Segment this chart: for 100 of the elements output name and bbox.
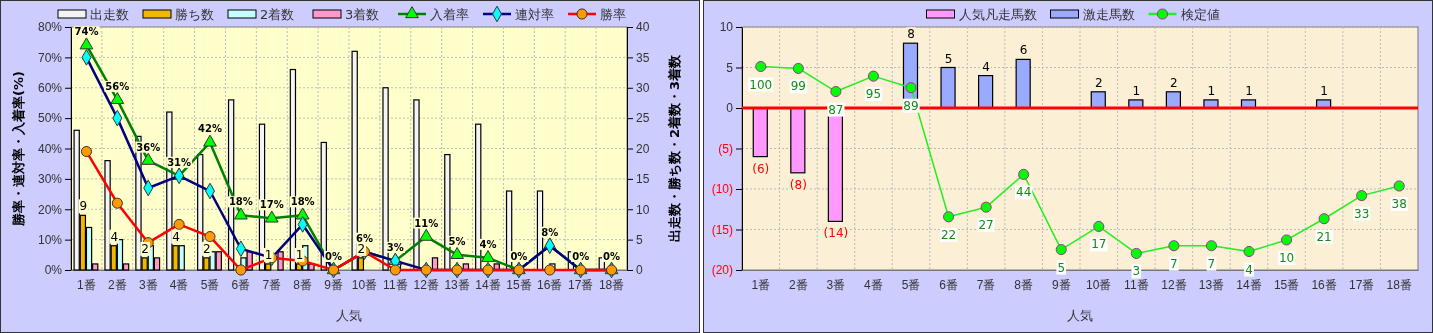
data-label: 5%: [448, 235, 466, 247]
data-label: 1: [1245, 83, 1253, 98]
x-tick-label: 11番: [1124, 277, 1149, 292]
y2-tick-label: 35: [636, 50, 650, 65]
data-label: 38: [1391, 196, 1407, 211]
x-tick-label: 9番: [1051, 277, 1071, 292]
x-tick-label: 1番: [77, 277, 96, 292]
data-label: 1: [1132, 83, 1141, 98]
y-tick-label: 70%: [37, 50, 63, 65]
y-tick-label: 20%: [37, 202, 63, 217]
data-label: 36%: [136, 141, 161, 153]
y2-tick-label: 0: [636, 263, 643, 278]
x-tick-label: 5番: [901, 277, 921, 292]
data-label: 2: [1094, 75, 1103, 90]
data-label: 42%: [198, 123, 222, 135]
y-tick-label: (20): [711, 263, 733, 278]
y-tick-label: 30%: [37, 172, 63, 187]
data-label: 4: [1245, 262, 1253, 277]
data-label: 95: [865, 87, 882, 102]
x-tick-label: 4番: [864, 277, 883, 292]
y-tick-label: 5: [726, 60, 734, 75]
data-label: 10: [1278, 250, 1295, 265]
y-tick-label: 10%: [37, 232, 63, 247]
y2-axis-title: 出走数・勝ち数・2着数・3着数: [667, 53, 682, 243]
x-tick-label: 7番: [262, 277, 282, 292]
x-tick-label: 1番: [751, 277, 771, 292]
data-label: 99: [790, 79, 806, 94]
x-tick-label: 17番: [1348, 277, 1375, 292]
legend-label: 連対率: [515, 7, 554, 22]
y-tick-label: (5): [718, 141, 733, 156]
legend-label: 出走数: [90, 7, 129, 22]
x-tick-label: 2番: [107, 277, 127, 292]
x-tick-label: 15番: [506, 277, 532, 292]
y-tick-label: 0: [726, 101, 734, 116]
data-label: 3: [1132, 264, 1141, 279]
x-tick-label: 2番: [788, 277, 808, 292]
x-tick-label: 17番: [567, 277, 594, 292]
y-tick-label: (15): [711, 222, 733, 237]
data-label: 17%: [259, 199, 284, 211]
y-tick-label: 40%: [37, 141, 63, 156]
x-tick-label: 18番: [1386, 277, 1412, 292]
x-tick-label: 14番: [475, 277, 501, 292]
x-tick-label: 16番: [537, 277, 563, 292]
y-tick-label: 80%: [37, 20, 63, 35]
x-tick-label: 15番: [1273, 277, 1300, 292]
data-label: (6): [752, 161, 770, 176]
data-label: 100: [749, 77, 773, 92]
data-label: 5: [944, 51, 953, 66]
x-tick-label: 10番: [1086, 277, 1112, 292]
legend-label: 人気凡走馬数: [958, 7, 1037, 22]
data-label: 6: [1019, 43, 1028, 58]
data-label: 4: [172, 229, 180, 244]
x-tick-label: 12番: [413, 277, 439, 292]
data-label: 18%: [228, 196, 253, 208]
data-label: 11%: [414, 217, 439, 229]
x-tick-label: 6番: [939, 277, 958, 292]
y-tick-label: (10): [711, 182, 733, 197]
x-tick-label: 10番: [351, 277, 378, 292]
data-label: 0%: [510, 251, 528, 262]
legend-label: 3着数: [345, 7, 380, 22]
legend-label: 2着数: [260, 7, 295, 22]
y-tick-label: 50%: [37, 111, 63, 126]
data-label: 56%: [105, 80, 130, 92]
legend-label: 激走馬数: [1082, 7, 1135, 22]
y2-tick-label: 30: [636, 81, 650, 96]
data-label: 17: [1091, 237, 1107, 252]
data-label: 8%: [541, 226, 559, 238]
x-tick-label: 12番: [1161, 277, 1187, 292]
x-tick-label: 6番: [231, 277, 251, 292]
x-axis-title: 人気: [336, 308, 362, 323]
data-label: 18%: [290, 196, 315, 208]
x-tick-label: 8番: [293, 277, 313, 292]
x-tick-label: 16番: [1311, 277, 1337, 292]
x-tick-label: 18番: [598, 277, 625, 292]
data-label: 89: [903, 98, 919, 113]
data-label: 8: [907, 27, 915, 42]
data-label: 21: [1316, 229, 1332, 244]
x-tick-label: 4番: [169, 277, 189, 292]
x-tick-label: 7番: [976, 277, 996, 292]
x-tick-label: 11番: [383, 277, 408, 292]
legend-label: 入着率: [430, 7, 469, 22]
legend-label: 勝ち数: [175, 7, 214, 22]
data-label: 74%: [74, 26, 99, 38]
data-label: 1: [264, 247, 273, 262]
data-label: 2: [1170, 75, 1178, 90]
x-tick-label: 3番: [138, 277, 158, 292]
x-axis-title: 人気: [1067, 308, 1093, 323]
data-label: 7: [1207, 256, 1216, 271]
data-label: 22: [940, 227, 957, 242]
legend-label: 勝率: [600, 7, 626, 22]
data-label: 3%: [386, 241, 404, 253]
y2-tick-label: 5: [636, 232, 643, 247]
data-label: 5: [1057, 260, 1066, 275]
legend-label: 検定値: [1180, 7, 1220, 22]
y2-tick-label: 10: [636, 202, 650, 217]
x-tick-label: 9番: [324, 277, 343, 292]
y-axis-title: 勝率・連対率・入着率(%): [11, 71, 26, 227]
y-tick-label: 10: [719, 20, 734, 35]
y-tick-label: 60%: [37, 81, 63, 96]
data-label: 1: [1320, 83, 1328, 98]
